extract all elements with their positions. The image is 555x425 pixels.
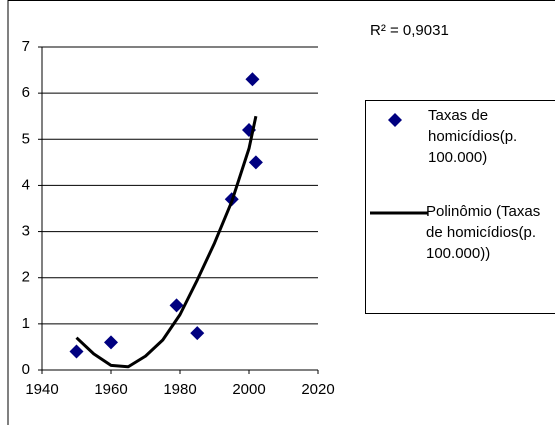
y-tick-label: 4 — [22, 176, 30, 193]
x-tick-label: 2000 — [232, 381, 265, 398]
marker — [245, 72, 260, 87]
y-tick-label: 7 — [22, 38, 30, 55]
marker — [248, 155, 263, 170]
y-tick-label: 0 — [22, 361, 30, 378]
y-tick-label: 6 — [22, 84, 30, 101]
legend-label: Polinômio (Taxas de homicídios(p. 100.00… — [426, 203, 541, 262]
legend: Taxas de homicídios(p. 100.000) Polinômi… — [365, 100, 555, 314]
legend-line — [370, 211, 428, 215]
y-tick-label: 5 — [22, 130, 30, 147]
y-tick-label: 2 — [22, 269, 30, 286]
y-tick-label: 1 — [22, 315, 30, 332]
marker — [69, 344, 84, 359]
x-tick-label: 1960 — [94, 381, 127, 398]
marker — [169, 298, 184, 313]
annotation: R² = 0,9031 — [370, 22, 449, 39]
trendline — [75, 115, 258, 369]
x-tick-label: 1980 — [163, 381, 196, 398]
y-tick-label: 3 — [22, 223, 30, 240]
marker — [104, 335, 118, 350]
legend-marker — [388, 113, 402, 127]
legend-label: Taxas de homicídios(p. 100.000) — [428, 107, 518, 166]
x-tick-label: 2020 — [301, 381, 334, 398]
marker — [190, 326, 205, 341]
x-tick-label: 1940 — [25, 381, 58, 398]
